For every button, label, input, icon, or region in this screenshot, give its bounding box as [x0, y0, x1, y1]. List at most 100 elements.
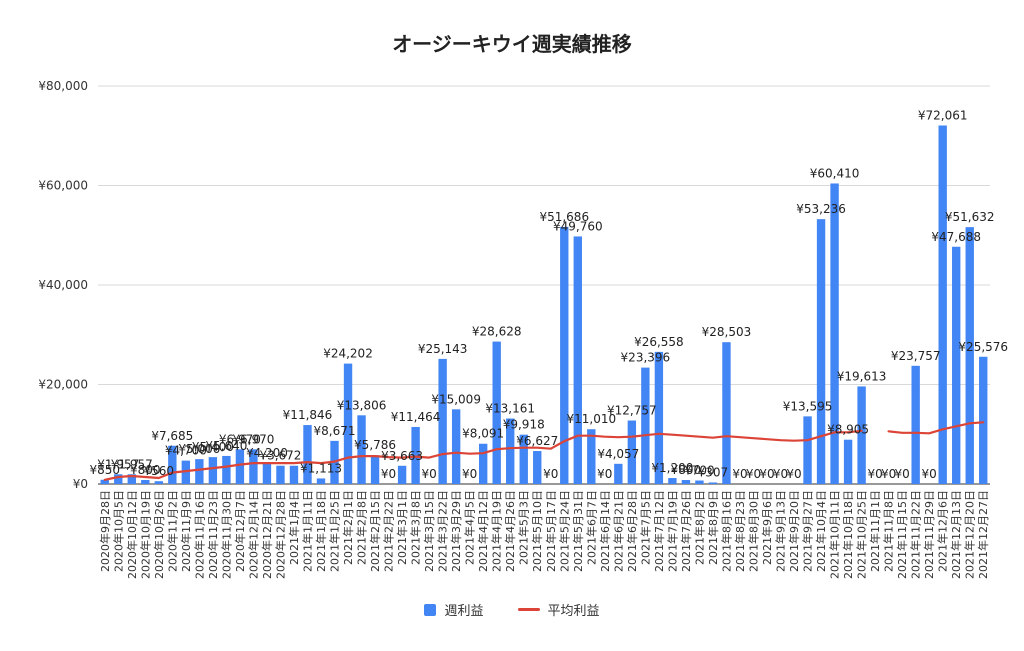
x-tick-label: 2021年8月16日 — [719, 490, 733, 572]
data-label: ¥0 — [895, 467, 910, 481]
data-label: ¥23,396 — [621, 351, 671, 365]
bar — [533, 451, 542, 484]
x-tick-label: 2021年12月27日 — [976, 490, 990, 579]
bar — [397, 465, 407, 484]
data-label: ¥5,400 — [192, 440, 234, 454]
bar — [722, 342, 731, 484]
data-label: ¥8,091 — [462, 427, 504, 441]
data-label: ¥8,671 — [314, 424, 356, 438]
bar — [370, 455, 380, 484]
y-tick-label: ¥60,000 — [38, 179, 88, 193]
bar — [614, 463, 623, 484]
bar — [262, 463, 272, 484]
bar-layer — [100, 125, 988, 485]
x-tick-label: 2021年11月1日 — [868, 490, 882, 572]
x-tick-label: 2021年6月28日 — [625, 490, 639, 572]
data-label: ¥0 — [421, 467, 436, 481]
legend-item-bar: 週利益 — [424, 600, 484, 619]
bar — [641, 367, 650, 484]
x-tick-label: 2021年8月23日 — [733, 490, 747, 572]
x-tick-label: 2020年12月28日 — [273, 490, 287, 579]
data-label: ¥0 — [786, 467, 801, 481]
bar — [695, 480, 704, 484]
bar — [357, 415, 366, 484]
bar — [208, 457, 218, 484]
bar — [181, 460, 191, 484]
bar — [843, 439, 853, 484]
x-tick-label: 2021年2月15日 — [368, 490, 382, 572]
bar — [249, 449, 258, 484]
x-tick-label: 2020年11月9日 — [179, 490, 193, 572]
x-tick-label: 2021年8月2日 — [692, 490, 706, 565]
x-tick-label: 2020年10月5日 — [111, 490, 125, 572]
data-label: ¥11,010 — [566, 412, 616, 426]
bar — [857, 386, 866, 484]
data-label: ¥0 — [773, 467, 788, 481]
x-tick-label: 2021年11月8日 — [882, 490, 896, 572]
bar — [222, 455, 231, 484]
x-tick-label: 2021年3月1日 — [395, 490, 409, 565]
data-label: ¥7,685 — [151, 429, 193, 443]
data-label: ¥0 — [597, 467, 612, 481]
chart-canvas: ¥0 ¥20,000 ¥40,000 ¥60,000 ¥80,000 ¥850¥1,95… — [38, 79, 1008, 579]
bar — [816, 219, 826, 485]
data-label: ¥0 — [881, 467, 896, 481]
x-tick-label: 2021年8月9日 — [706, 490, 720, 565]
bar — [289, 465, 299, 484]
data-label: ¥9,918 — [503, 418, 545, 432]
bar — [343, 363, 353, 484]
x-tick-label: 2021年9月13日 — [774, 490, 788, 572]
x-tick-label: 2021年5月17日 — [544, 490, 558, 572]
data-label: ¥26,558 — [634, 335, 684, 349]
data-label: ¥25,576 — [958, 340, 1008, 354]
x-tick-label: 2021年11月15日 — [895, 490, 909, 579]
bar — [627, 420, 637, 484]
x-tick-label: 2020年10月19日 — [138, 490, 152, 579]
x-tick-label: 2021年8月30日 — [746, 490, 760, 572]
bar — [803, 416, 812, 484]
x-tick-label: 2021年5月10日 — [530, 490, 544, 572]
x-tick-label: 2021年11月22日 — [909, 490, 923, 579]
x-tick-label: 2021年10月18日 — [841, 490, 855, 579]
average-line — [887, 421, 985, 435]
chart-title: オージーキウイ週実績推移 — [392, 32, 632, 56]
bar — [952, 246, 961, 484]
data-label: ¥8,905 — [827, 423, 869, 437]
x-tick-label: 2020年12月7日 — [233, 490, 247, 572]
legend: 週利益 平均利益 — [0, 600, 1024, 619]
x-tick-label: 2020年11月30日 — [219, 490, 233, 579]
x-tick-label: 2020年10月12日 — [125, 490, 139, 579]
data-label: ¥19,613 — [837, 369, 887, 383]
x-tick-label: 2021年5月3日 — [517, 490, 531, 565]
legend-item-line: 平均利益 — [517, 600, 600, 619]
x-tick-label: 2021年5月24日 — [557, 490, 571, 572]
x-tick-label: 2021年2月8日 — [355, 490, 369, 565]
x-tick-label: 2021年3月8日 — [409, 490, 423, 565]
x-tick-label: 2021年4月12日 — [476, 490, 490, 572]
data-label: ¥1,113 — [300, 461, 342, 475]
x-tick-label: 2021年9月6日 — [760, 490, 774, 565]
bar — [303, 425, 312, 484]
bar — [316, 478, 326, 484]
x-tick-label: 2021年12月20日 — [963, 490, 977, 579]
data-label: ¥3,672 — [259, 449, 301, 463]
x-tick-label: 2020年11月23日 — [206, 490, 220, 579]
data-label: ¥23,757 — [891, 349, 941, 363]
x-tick-label: 2021年6月7日 — [584, 490, 598, 565]
y-tick-label: ¥20,000 — [38, 378, 88, 392]
bar — [708, 482, 718, 484]
x-tick-label: 2020年10月26日 — [152, 490, 166, 579]
legend-bar-label: 週利益 — [444, 604, 484, 619]
x-tick-label: 2021年3月22日 — [436, 490, 450, 572]
bar — [127, 474, 136, 484]
x-tick-label: 2020年11月16日 — [192, 490, 206, 579]
x-tick-label: 2021年3月15日 — [422, 490, 436, 572]
data-label: ¥800 — [130, 463, 161, 477]
bar — [830, 183, 839, 484]
data-label: ¥0 — [381, 467, 396, 481]
data-label: ¥51,686 — [539, 210, 589, 224]
bar — [100, 479, 109, 484]
data-label: ¥28,628 — [472, 325, 522, 339]
bar — [478, 443, 488, 484]
bar — [938, 125, 947, 485]
